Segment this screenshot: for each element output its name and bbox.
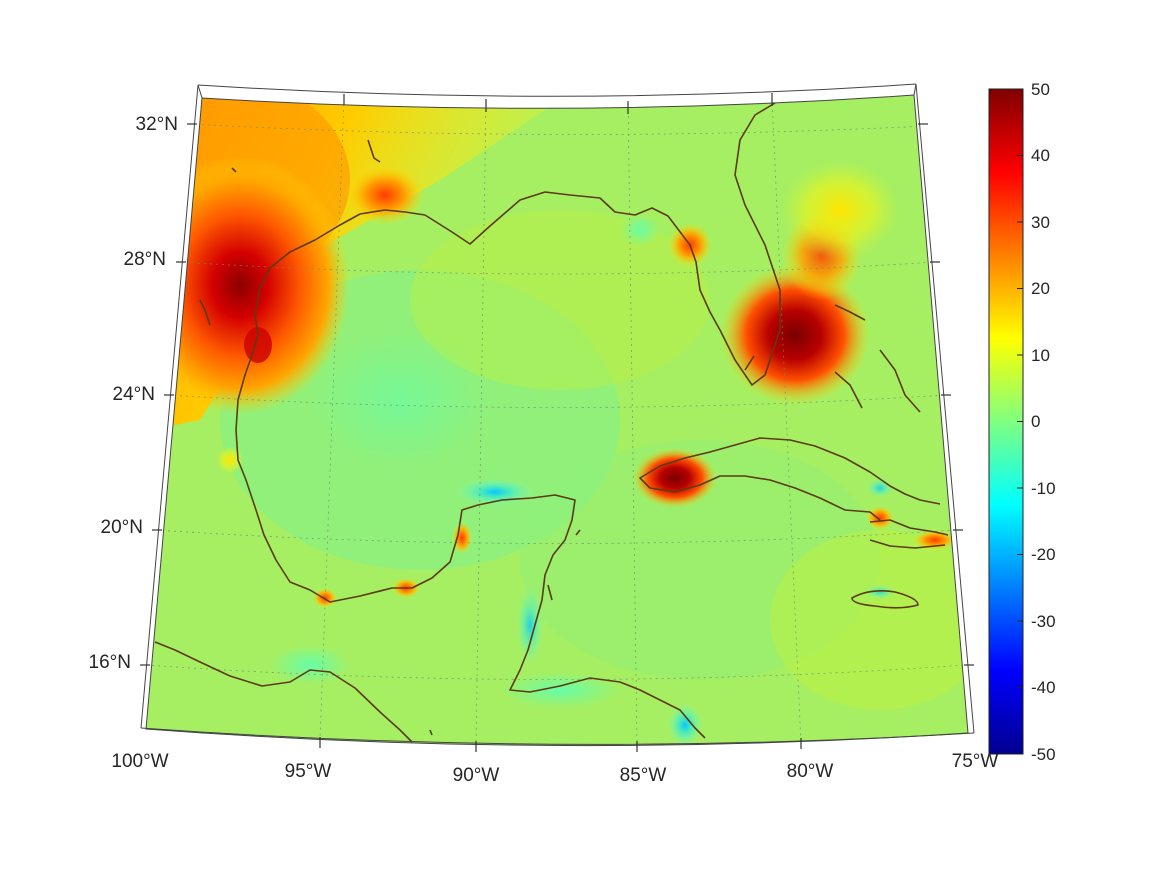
colorbar: 50 40 30 20 10 0 -10 -20 -30 -40 -50 <box>988 80 1056 764</box>
colorbar-tick-label: -10 <box>1031 479 1056 498</box>
map-frame <box>140 83 975 752</box>
lon-label-100w: 100°W <box>111 751 168 772</box>
colorbar-tick-label: -20 <box>1031 545 1056 564</box>
graticule <box>146 97 967 746</box>
lat-label-16n: 16°N <box>89 652 131 673</box>
colorbar-tick-label: 30 <box>1031 213 1050 232</box>
lon-label-75w: 75°W <box>952 751 999 772</box>
lat-label-20n: 20°N <box>101 517 143 538</box>
colorbar-tick-label: 50 <box>1031 80 1050 99</box>
lon-label-90w: 90°W <box>453 765 500 786</box>
lat-label-24n: 24°N <box>113 384 155 405</box>
coastlines <box>154 102 949 743</box>
lat-label-32n: 32°N <box>136 114 178 135</box>
colorbar-tick-label: 0 <box>1031 412 1040 431</box>
latitude-labels: 32°N 28°N 24°N 20°N 16°N <box>89 114 178 673</box>
colorbar-tick-label: 40 <box>1031 146 1050 165</box>
data-field <box>146 95 968 746</box>
lon-label-95w: 95°W <box>285 761 332 782</box>
longitude-labels: 100°W 95°W 90°W 85°W 80°W 75°W <box>111 751 998 786</box>
lon-label-85w: 85°W <box>620 765 667 786</box>
lon-label-80w: 80°W <box>787 761 834 782</box>
colorbar-tick-label: 20 <box>1031 279 1050 298</box>
colorbar-tick-label: 10 <box>1031 346 1050 365</box>
lat-label-28n: 28°N <box>124 249 166 270</box>
colorbar-tick-label: -50 <box>1031 745 1056 764</box>
colorbar-tick-label: -40 <box>1031 678 1056 697</box>
colorbar-tick-label: -30 <box>1031 612 1056 631</box>
